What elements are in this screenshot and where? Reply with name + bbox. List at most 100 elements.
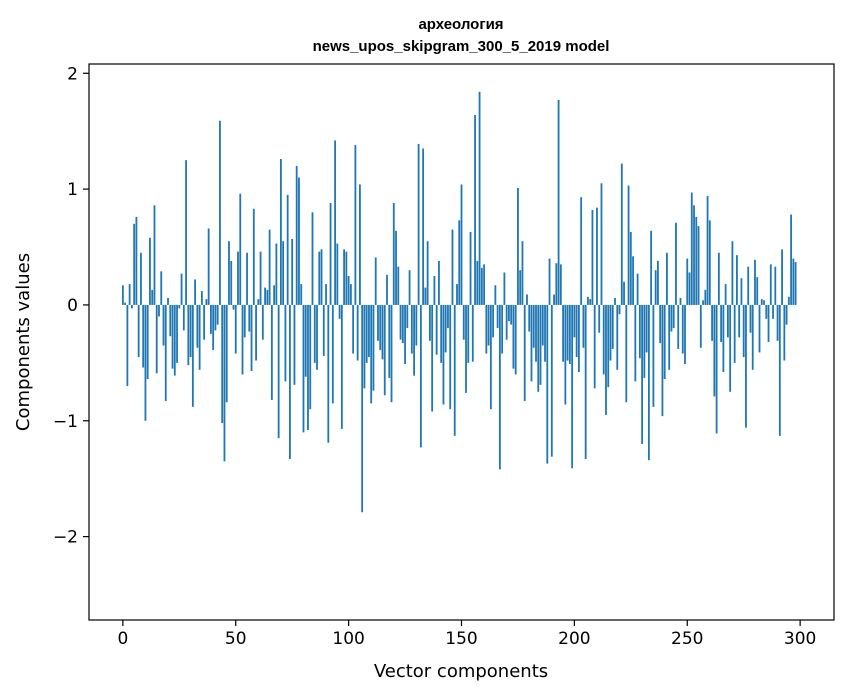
bar [252, 208, 255, 305]
bar [158, 304, 160, 317]
bar [438, 260, 440, 305]
bar [471, 304, 474, 362]
bar [444, 304, 447, 353]
bar [688, 272, 691, 305]
bar [273, 285, 276, 305]
bar [370, 304, 373, 404]
bar [607, 304, 610, 388]
bar [638, 304, 641, 359]
x-tick-label: 100 [332, 629, 364, 649]
bar [489, 304, 492, 410]
bar [392, 203, 395, 305]
bar [510, 304, 513, 325]
bar [726, 304, 729, 338]
bar [550, 304, 553, 457]
bar [327, 304, 330, 443]
bar [634, 304, 637, 382]
bar [537, 304, 540, 392]
bar [530, 304, 533, 382]
bar [580, 197, 583, 305]
bar [219, 120, 221, 305]
bar [654, 270, 657, 305]
bar [286, 194, 289, 305]
bar [562, 304, 564, 362]
bar [216, 304, 219, 325]
bar [695, 216, 698, 305]
bar [659, 304, 662, 344]
bar [386, 274, 388, 305]
bar [632, 256, 634, 305]
bar [618, 304, 621, 315]
bar [223, 304, 226, 462]
bar [514, 304, 517, 375]
x-axis-label: Vector components [374, 661, 548, 682]
bar [345, 251, 348, 305]
bar [699, 304, 702, 348]
bar [650, 230, 653, 305]
bar [693, 205, 695, 305]
bar [151, 289, 154, 305]
bar [137, 304, 140, 358]
bar [566, 304, 569, 361]
bar [478, 91, 481, 305]
bar [517, 187, 519, 305]
bar [313, 304, 316, 363]
bar [270, 304, 273, 400]
bar [614, 297, 616, 305]
bar [440, 304, 443, 363]
bar [598, 304, 601, 333]
bar [388, 304, 391, 378]
bar [232, 304, 235, 310]
bar [356, 304, 359, 361]
bar [508, 304, 510, 322]
bar [643, 304, 646, 378]
bar [785, 304, 788, 325]
bar [417, 143, 420, 305]
bar [645, 304, 648, 353]
bar [428, 304, 431, 341]
bar [399, 304, 402, 340]
bar [322, 304, 325, 356]
bar [668, 304, 671, 370]
bar [160, 271, 163, 305]
bar [711, 304, 713, 341]
bar [171, 304, 174, 369]
bar [167, 297, 169, 305]
bar [546, 304, 549, 464]
bar [404, 304, 406, 364]
bar [372, 304, 375, 391]
bar [282, 241, 285, 305]
bar [717, 252, 720, 305]
bar [456, 284, 458, 305]
bar [458, 220, 461, 305]
bar [602, 304, 605, 375]
bar [733, 304, 736, 363]
bar [221, 304, 224, 424]
bar [715, 304, 718, 434]
bar [126, 304, 129, 387]
bar [738, 304, 741, 338]
bar [241, 304, 244, 375]
bar [298, 177, 300, 305]
bar [792, 258, 795, 305]
bar [467, 304, 470, 363]
bar [343, 249, 346, 305]
bar [675, 222, 677, 305]
bar [462, 304, 465, 340]
bar [485, 304, 488, 354]
bar [300, 284, 303, 305]
bar [187, 304, 190, 366]
bar [363, 304, 366, 389]
bar [203, 304, 206, 340]
bar [519, 270, 522, 305]
bar [760, 299, 763, 305]
plot-area-frame [88, 63, 835, 621]
bar [180, 273, 183, 305]
bar [210, 304, 212, 334]
bar [189, 304, 192, 358]
bar [426, 241, 429, 305]
bar [246, 252, 248, 305]
bar [587, 296, 589, 305]
bar [266, 289, 269, 305]
bar [704, 289, 707, 305]
